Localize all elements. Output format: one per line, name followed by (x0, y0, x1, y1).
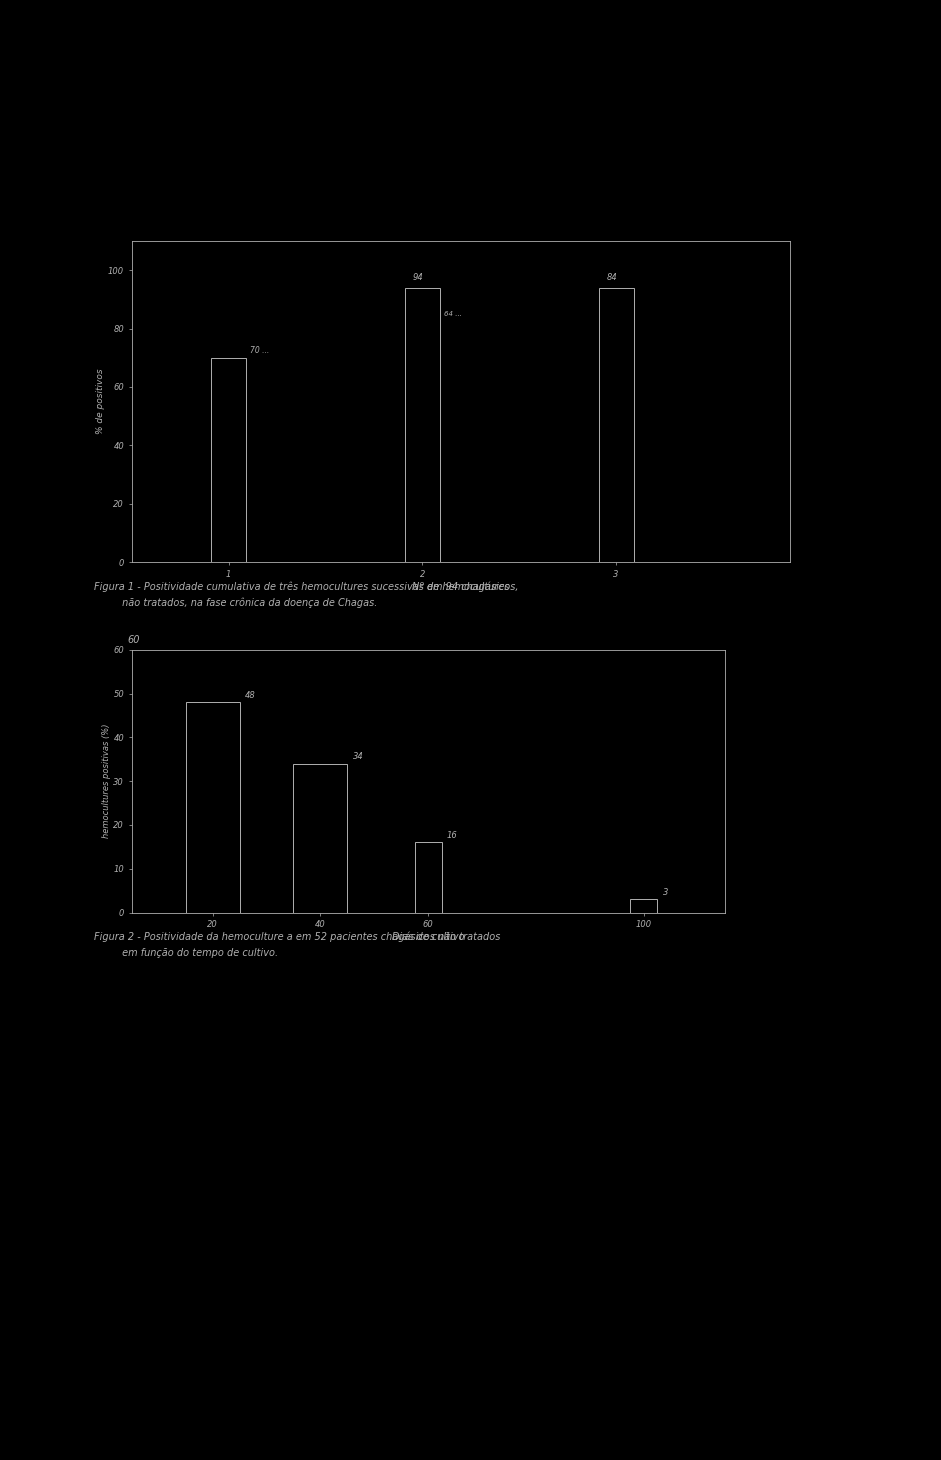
Text: Figura 1 - Positividade cumulativa de três hemocultures sucessivas em 94 chagási: Figura 1 - Positividade cumulativa de tr… (94, 581, 518, 591)
Text: 84: 84 (607, 273, 617, 282)
Text: 48: 48 (245, 691, 256, 701)
X-axis label: Dias de cultivo: Dias de cultivo (391, 931, 465, 942)
Text: 64 ...: 64 ... (443, 311, 462, 317)
Text: não tratados, na fase crônica da doença de Chagas.: não tratados, na fase crônica da doença … (94, 597, 377, 607)
Text: 3: 3 (662, 888, 668, 896)
Bar (294, 764, 347, 912)
Text: Figura 2 - Positividade da hemoculture a em 52 pacientes chagásicos não tratados: Figura 2 - Positividade da hemoculture a… (94, 931, 501, 942)
Text: 16: 16 (447, 831, 457, 841)
Y-axis label: hemocultures positivas (%): hemocultures positivas (%) (102, 724, 111, 838)
Text: 94: 94 (413, 273, 423, 282)
Text: em função do tempo de cultivo.: em função do tempo de cultivo. (94, 948, 279, 958)
X-axis label: Nº de hemocultures: Nº de hemocultures (412, 581, 510, 591)
Bar (415, 842, 441, 912)
Bar (211, 358, 246, 562)
Bar (630, 899, 657, 912)
Text: 34: 34 (353, 752, 363, 762)
Bar (598, 288, 633, 562)
Y-axis label: % de positivos: % de positivos (96, 369, 105, 434)
Text: 70 ...: 70 ... (250, 346, 269, 355)
Bar (185, 702, 240, 912)
Text: 60: 60 (127, 635, 139, 645)
Bar (405, 288, 439, 562)
